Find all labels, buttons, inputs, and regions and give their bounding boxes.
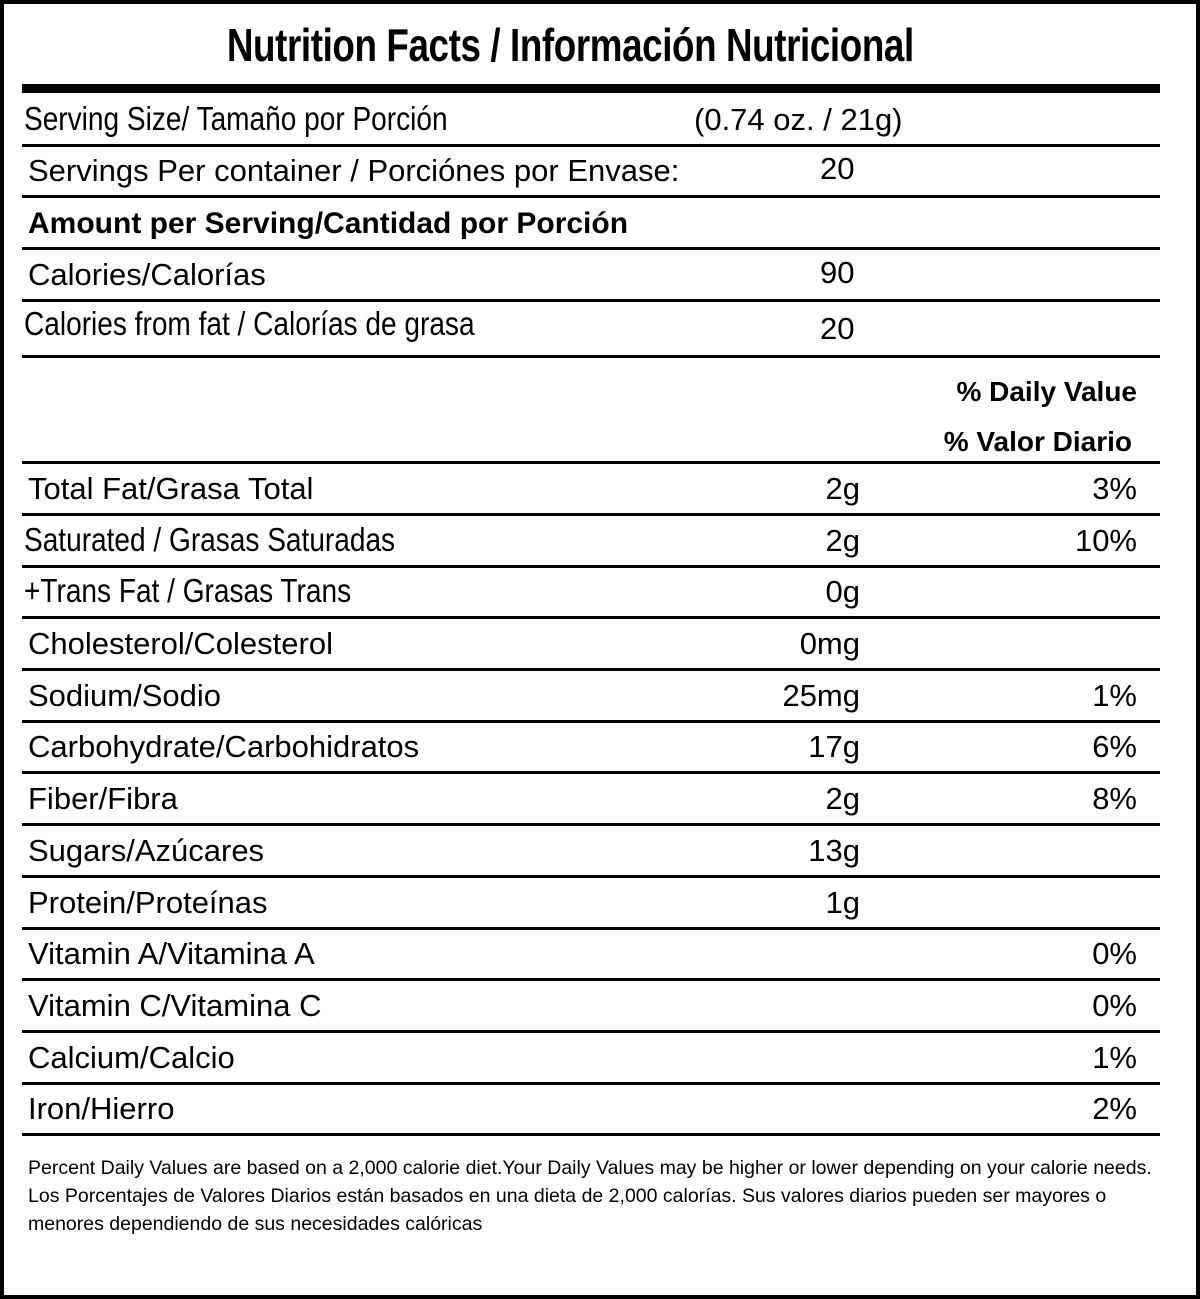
nutrient-amount: 1g xyxy=(825,885,860,920)
amount-header: Amount per Serving/Cantidad por Porción xyxy=(28,207,629,240)
nutrient-amount: 13g xyxy=(808,833,860,868)
nutrient-row: Protein/Proteínas 1g xyxy=(22,878,1160,930)
nutrient-label: Vitamin C/Vitamina C xyxy=(28,988,322,1023)
nutrient-label: Sodium/Sodio xyxy=(28,678,222,713)
nutrient-daily-value: 1% xyxy=(1092,1040,1137,1075)
nutrient-row: Iron/Hierro 2% xyxy=(22,1084,1160,1136)
daily-value-header-row: % Daily Value % Valor Diario xyxy=(22,358,1160,464)
calories-from-fat-label: Calories from fat / Calorías de grasa xyxy=(24,305,475,342)
nutrient-daily-value: 10% xyxy=(1074,523,1137,558)
calories-value: 90 xyxy=(820,255,855,290)
nutrient-amount: 2g xyxy=(825,781,860,816)
nutrient-daily-value: 0% xyxy=(1092,988,1137,1023)
nutrient-row: Sugars/Azúcares 13g xyxy=(22,826,1160,878)
nutrient-row: +Trans Fat / Grasas Trans 0g xyxy=(22,567,1160,619)
nutrient-label: Saturated / Grasas Saturadas xyxy=(24,521,396,558)
nutrient-daily-value: 1% xyxy=(1092,678,1137,713)
calories-from-fat-value: 20 xyxy=(820,311,855,346)
nutrient-label: Fiber/Fibra xyxy=(28,781,178,816)
nutrient-amount: 0g xyxy=(825,574,860,609)
footnote: Percent Daily Values are based on a 2,00… xyxy=(28,1154,1168,1238)
nutrient-row: Vitamin C/Vitamina C 0% xyxy=(22,981,1160,1033)
nutrient-daily-value: 2% xyxy=(1092,1091,1137,1126)
nutrient-label: Iron/Hierro xyxy=(28,1091,175,1126)
nutrient-label: Protein/Proteínas xyxy=(28,885,268,920)
footnote-english: Percent Daily Values are based on a 2,00… xyxy=(28,1157,1152,1179)
nutrient-row: Carbohydrate/Carbohidratos 17g 6% xyxy=(22,722,1160,774)
nutrient-amount: 25mg xyxy=(782,678,860,713)
nutrient-label: Carbohydrate/Carbohidratos xyxy=(28,729,420,764)
nutrient-label: Total Fat/Grasa Total xyxy=(28,471,314,506)
serving-size-row: Serving Size/ Tamaño por Porción (0.74 o… xyxy=(22,93,1160,147)
nutrient-row: Cholesterol/Colesterol 0mg xyxy=(22,619,1160,671)
daily-value-heading: % Daily Value xyxy=(956,376,1137,407)
title-text: Nutrition Facts / Información Nutriciona… xyxy=(226,19,914,71)
nutrient-row: Saturated / Grasas Saturadas 2g 10% xyxy=(22,516,1160,568)
servings-per-container-row: Servings Per container / Porciónes por E… xyxy=(22,147,1160,198)
calories-from-fat-row: Calories from fat / Calorías de grasa 20 xyxy=(22,302,1160,358)
nutrient-label: Cholesterol/Colesterol xyxy=(28,626,333,661)
nutrient-amount: 2g xyxy=(825,471,860,506)
nutrient-row: Vitamin A/Vitamina A 0% xyxy=(22,929,1160,981)
nutrient-row: Calcium/Calcio 1% xyxy=(22,1033,1160,1085)
serving-size-value: (0.74 oz. / 21g) xyxy=(694,102,903,137)
serving-size-label: Serving Size/ Tamaño por Porción xyxy=(24,100,448,137)
servings-per-container-value: 20 xyxy=(820,151,855,186)
nutrient-amount: 0mg xyxy=(799,626,860,661)
nutrient-label: Vitamin A/Vitamina A xyxy=(28,936,315,971)
calories-row: Calories/Calorías 90 xyxy=(22,250,1160,302)
nutrient-row: Total Fat/Grasa Total 2g 3% xyxy=(22,464,1160,516)
nutrient-daily-value: 6% xyxy=(1092,729,1137,764)
nutrient-row: Sodium/Sodio 25mg 1% xyxy=(22,671,1160,723)
nutrient-daily-value: 8% xyxy=(1092,781,1137,816)
footnote-spanish: Los Porcentajes de Valores Diarios están… xyxy=(28,1185,1107,1235)
nutrient-label: +Trans Fat / Grasas Trans xyxy=(24,572,352,609)
nutrient-label: Sugars/Azúcares xyxy=(28,833,265,868)
nutrient-row: Fiber/Fibra 2g 8% xyxy=(22,774,1160,826)
nutrient-amount: 2g xyxy=(825,523,860,558)
nutrient-label: Calcium/Calcio xyxy=(28,1040,235,1075)
amount-header-row: Amount per Serving/Cantidad por Porción xyxy=(22,198,1160,250)
valor-diario-heading: % Valor Diario xyxy=(943,426,1132,457)
label-title: Nutrition Facts / Información Nutriciona… xyxy=(0,18,1200,72)
thick-divider xyxy=(22,84,1160,93)
calories-label: Calories/Calorías xyxy=(28,257,266,292)
nutrient-daily-value: 3% xyxy=(1092,471,1137,506)
servings-per-container-label: Servings Per container / Porciónes por E… xyxy=(28,153,680,188)
nutrient-daily-value: 0% xyxy=(1092,936,1137,971)
nutrient-amount: 17g xyxy=(808,729,860,764)
